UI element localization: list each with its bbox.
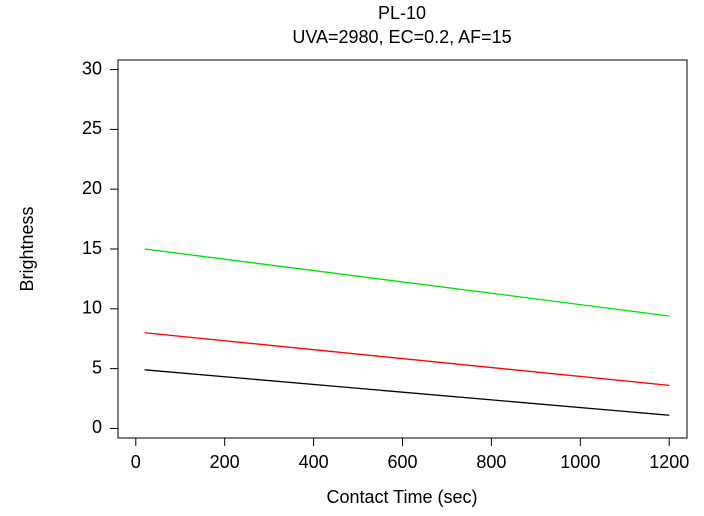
y-tick-label: 30 xyxy=(82,58,102,78)
y-tick-label: 15 xyxy=(82,238,102,258)
y-tick-label: 10 xyxy=(82,298,102,318)
y-tick-label: 20 xyxy=(82,178,102,198)
x-tick-label: 400 xyxy=(299,452,329,472)
chart-title: PL-10 xyxy=(378,3,426,23)
y-tick-label: 5 xyxy=(92,357,102,377)
y-axis-label: Brightness xyxy=(17,206,37,291)
x-tick-label: 800 xyxy=(476,452,506,472)
plot-frame xyxy=(117,59,688,439)
x-tick-label: 1200 xyxy=(649,452,689,472)
x-tick-label: 600 xyxy=(387,452,417,472)
x-tick-label: 200 xyxy=(210,452,240,472)
series-line xyxy=(144,332,670,387)
chart-subtitle: UVA=2980, EC=0.2, AF=15 xyxy=(292,27,511,47)
x-tick-label: 1000 xyxy=(560,452,600,472)
series-line xyxy=(144,248,670,317)
x-axis-label: Contact Time (sec) xyxy=(326,487,477,507)
y-tick-label: 25 xyxy=(82,118,102,138)
x-tick-label: 0 xyxy=(131,452,141,472)
y-tick-label: 0 xyxy=(92,417,102,437)
series-line xyxy=(144,369,670,416)
